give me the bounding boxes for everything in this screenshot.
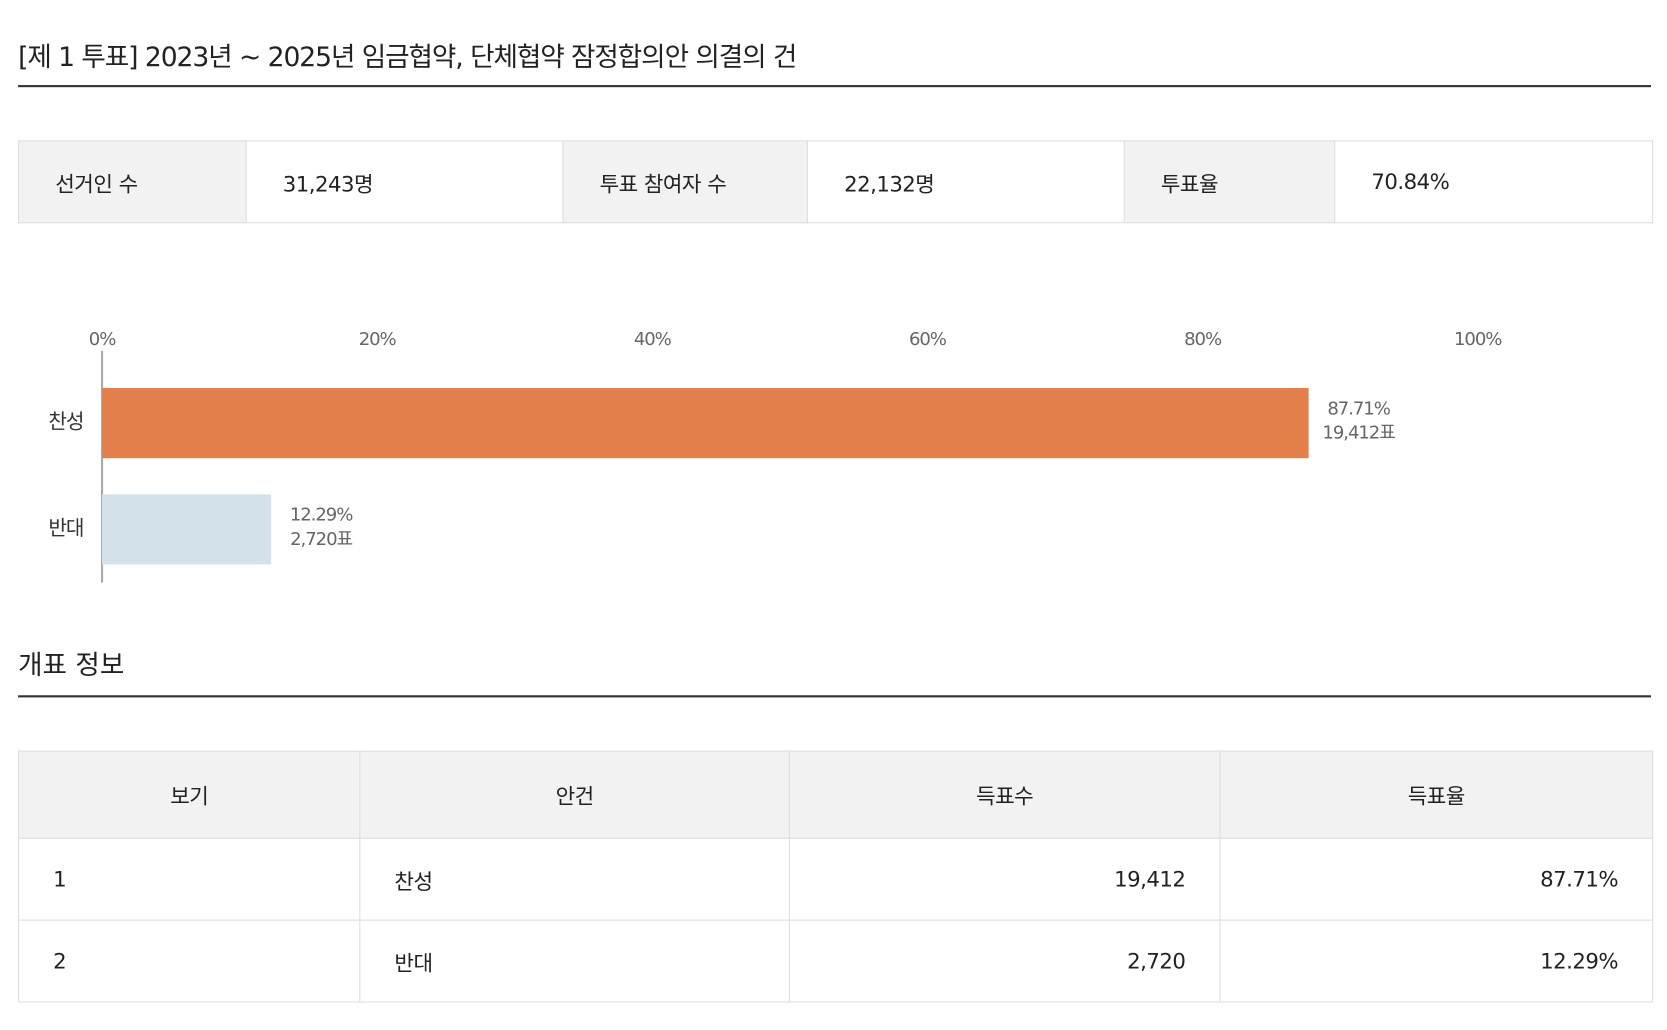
x-tick-label: 100% bbox=[1454, 329, 1502, 350]
category-label: 찬성 bbox=[48, 410, 83, 434]
table-cell: 87.71% bbox=[1219, 837, 1654, 921]
x-tick-label: 0% bbox=[89, 329, 116, 350]
table-row: 2 반대 2,720 12.29% bbox=[18, 919, 1654, 1003]
page-title: [제 1 투표] 2023년 ~ 2025년 임금협약, 단체협약 잠정합의안 … bbox=[18, 41, 797, 73]
title-rule bbox=[18, 85, 1651, 88]
table-row: 1 찬성 19,412 87.71% bbox=[18, 837, 1654, 921]
table-cell: 12.29% bbox=[1219, 919, 1654, 1003]
category-label: 반대 bbox=[48, 516, 83, 540]
column-header: 득표율 bbox=[1219, 750, 1654, 839]
table-cell: 2,720 bbox=[788, 919, 1221, 1003]
bar bbox=[102, 494, 272, 565]
vote-label: 19,412표 bbox=[1322, 423, 1395, 444]
results-table: 보기 안건 득표수 득표율 1 찬성 19,412 87.71% 2 반대 2,720 12.29% bbox=[18, 750, 1654, 1003]
summary-label: 투표 참여자 수 bbox=[562, 140, 808, 224]
summary-row: 선거인 수 31,243명 투표 참여자 수 22,132명 투표율 70.84% bbox=[18, 140, 1654, 224]
vote-label: 2,720표 bbox=[290, 529, 352, 550]
summary-label: 선거인 수 bbox=[18, 140, 247, 224]
value-label: 12.29% bbox=[290, 505, 353, 526]
summary-value: 31,243명 bbox=[245, 140, 564, 224]
table-cell: 19,412 bbox=[788, 837, 1221, 921]
table-body: 1 찬성 19,412 87.71% 2 반대 2,720 12.29% bbox=[18, 837, 1654, 1003]
x-tick-label: 40% bbox=[634, 329, 672, 350]
summary-value: 22,132명 bbox=[806, 140, 1125, 224]
bar bbox=[102, 388, 1309, 459]
x-tick-label: 60% bbox=[909, 329, 947, 350]
header-row: 보기 안건 득표수 득표율 bbox=[18, 750, 1654, 839]
table-cell: 반대 bbox=[359, 919, 790, 1003]
summary-label: 투표율 bbox=[1123, 140, 1336, 224]
summary-table: 선거인 수 31,243명 투표 참여자 수 22,132명 투표율 70.84% bbox=[18, 140, 1654, 224]
column-header: 보기 bbox=[18, 750, 361, 839]
section-rule bbox=[18, 695, 1651, 698]
x-tick-label: 80% bbox=[1184, 329, 1222, 350]
table-cell: 2 bbox=[18, 919, 361, 1003]
column-header: 안건 bbox=[359, 750, 790, 839]
summary-value: 70.84% bbox=[1334, 140, 1654, 224]
column-header: 득표수 bbox=[788, 750, 1221, 839]
value-label: 87.71% bbox=[1327, 398, 1390, 419]
x-tick-label: 20% bbox=[359, 329, 397, 350]
section-title: 개표 정보 bbox=[18, 649, 125, 681]
table-cell: 찬성 bbox=[359, 837, 790, 921]
table-cell: 1 bbox=[18, 837, 361, 921]
